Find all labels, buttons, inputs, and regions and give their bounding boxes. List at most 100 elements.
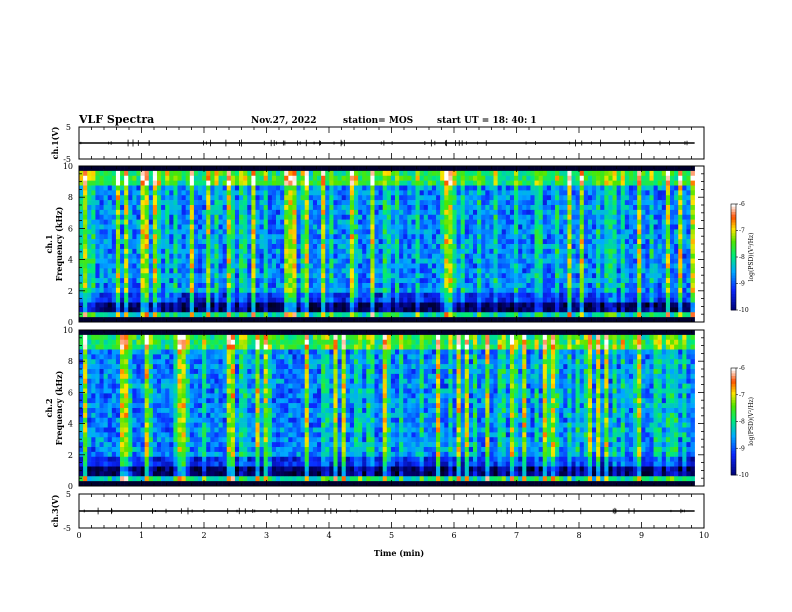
spectrogram-cell <box>390 253 396 259</box>
spectrogram-cell <box>79 175 84 181</box>
spectrogram-cell <box>624 219 630 225</box>
spectrogram-cell <box>251 219 256 225</box>
spectrogram-cell <box>267 253 273 259</box>
spectrogram-cell <box>103 224 109 230</box>
spectrogram-cell <box>411 292 416 298</box>
spectrogram-cell <box>337 278 342 284</box>
spectrogram-cell <box>124 297 129 303</box>
spectrogram-cell <box>198 297 203 303</box>
spectrogram-cell <box>624 180 630 186</box>
spectrogram-cell <box>173 292 178 298</box>
spectrogram-cell <box>140 209 145 216</box>
spectrogram-cell <box>349 258 355 264</box>
spectrogram-cell <box>436 239 441 245</box>
spectrogram-cell <box>390 229 396 235</box>
spectrogram-cell <box>431 307 437 313</box>
spectrogram-cell <box>284 248 289 255</box>
spectrogram-cell <box>103 287 109 294</box>
spectrogram-cell <box>107 268 113 274</box>
spectrogram-cell <box>140 166 145 172</box>
spectrogram-cell <box>259 287 264 294</box>
spectrogram-cell <box>620 209 626 216</box>
spectrogram-cell <box>230 234 236 240</box>
spectrogram-cell <box>661 166 667 172</box>
spectrogram-cell <box>686 258 691 264</box>
spectrogram-cell <box>156 166 162 172</box>
spectrogram-cell <box>649 234 654 240</box>
spectrogram-cell <box>362 317 367 323</box>
spectrogram-cell <box>628 195 634 201</box>
spectrogram-cell <box>193 205 199 211</box>
spectrogram-cell <box>247 244 252 250</box>
spectrogram-cell <box>136 209 141 216</box>
spectrogram-cell <box>251 180 256 186</box>
spectrogram-cell <box>243 219 248 225</box>
spectrogram-cell <box>538 297 544 303</box>
spectrogram-cell <box>234 209 240 216</box>
spectrogram-cell <box>177 200 182 206</box>
spectrogram-cell <box>624 190 630 196</box>
spectrogram-cell <box>559 185 564 191</box>
spectrogram-cell <box>210 248 215 255</box>
spectrogram-cell <box>456 278 461 284</box>
spectrogram-cell <box>214 224 219 230</box>
spectrogram-cell <box>534 302 539 308</box>
spectrogram-cell <box>189 287 195 294</box>
spectrogram-cell <box>181 166 186 172</box>
spectrogram-cell <box>140 268 145 274</box>
spectrogram-cell <box>645 200 650 206</box>
spectrogram-cell <box>616 283 622 289</box>
spectrogram-cell <box>583 234 589 240</box>
spectrogram-cell <box>538 185 544 191</box>
spectrogram-cell <box>230 209 236 216</box>
spectrogram-cell <box>436 185 441 191</box>
spectrogram-cell <box>218 239 223 245</box>
spectrogram-cell <box>173 283 178 289</box>
spectrogram-cell <box>234 292 240 298</box>
spectrogram-cell <box>624 292 630 298</box>
spectrogram-cell <box>616 239 622 245</box>
spectrogram-cell <box>386 283 392 289</box>
spectrogram-cell <box>555 234 560 240</box>
spectrogram-cell <box>645 268 650 274</box>
spectrogram-cell <box>427 205 433 211</box>
spectrogram-cell <box>239 185 244 191</box>
spectrogram-cell <box>128 170 133 177</box>
spectrogram-cell <box>616 224 622 230</box>
spectrogram-cell <box>210 302 215 308</box>
spectrogram-cell <box>107 239 113 245</box>
spectrogram-cell <box>243 307 248 313</box>
spectrogram-cell <box>444 287 449 294</box>
spectrogram-cell <box>682 185 687 191</box>
spectrogram-cell <box>653 229 658 235</box>
spectrogram-cell <box>239 312 244 318</box>
spectrogram-cell <box>378 175 383 181</box>
spectrogram-cell <box>366 170 371 177</box>
spectrogram-cell <box>230 170 236 177</box>
spectrogram-cell <box>95 200 100 206</box>
spectrogram-cell <box>690 234 695 240</box>
spectrogram-cell <box>423 214 429 220</box>
spectrogram-cell <box>431 302 437 308</box>
spectrogram-cell <box>337 195 342 201</box>
spectrogram-cell <box>370 224 375 230</box>
y-tick-label: -5 <box>63 155 71 164</box>
spectrogram-cell <box>325 302 330 308</box>
spectrogram-cell <box>214 180 219 186</box>
spectrogram-cell <box>473 229 478 235</box>
spectrogram-cell <box>321 297 326 303</box>
spectrogram-cell <box>431 219 437 225</box>
spectrogram-cell <box>317 278 322 284</box>
spectrogram-cell <box>645 244 650 250</box>
spectrogram-cell <box>452 307 457 313</box>
spectrogram-cell <box>362 200 367 206</box>
spectrogram-cell <box>333 307 338 313</box>
spectrogram-cell <box>567 239 572 245</box>
spectrogram-cell <box>276 253 281 259</box>
spectrogram-cell <box>214 175 219 181</box>
spectrogram-cell <box>226 185 232 191</box>
spectrogram-cell <box>657 219 663 225</box>
spectrogram-cell <box>161 297 166 303</box>
spectrogram-cell <box>337 312 342 318</box>
spectrogram-cell <box>596 214 601 220</box>
